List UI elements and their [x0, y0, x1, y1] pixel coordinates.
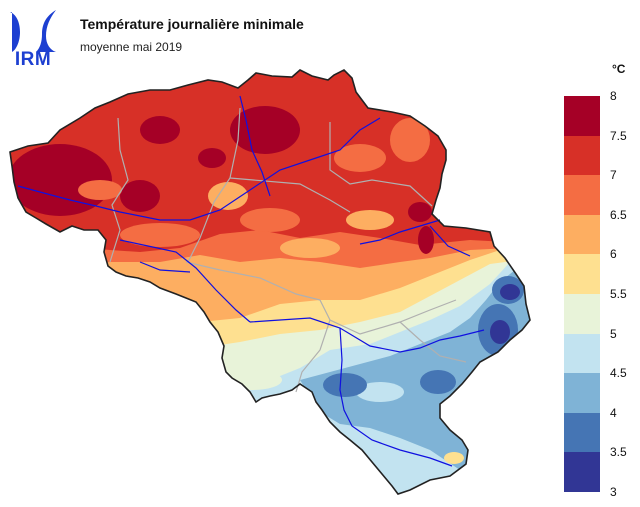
legend-swatch	[564, 412, 600, 453]
color-scale-bar	[564, 96, 600, 493]
legend-label: 5.5	[610, 287, 627, 301]
legend-swatch	[564, 452, 600, 493]
map-subtitle: moyenne mai 2019	[80, 40, 183, 54]
map-title: Température journalière minimale	[80, 16, 304, 32]
legend-swatch	[564, 175, 600, 216]
legend-label: 6.5	[610, 207, 627, 222]
legend-swatch	[564, 294, 600, 335]
legend-label: 6	[610, 247, 617, 262]
legend-swatch	[564, 135, 600, 176]
legend-label: 7	[610, 168, 617, 183]
legend-swatch	[564, 373, 600, 414]
legend-label: 4	[610, 405, 617, 420]
logo-text: IRM	[14, 49, 52, 70]
temperature-map	[9, 69, 531, 495]
legend-swatch	[564, 96, 600, 137]
legend-label: 3.5	[610, 445, 627, 460]
legend-label: 8	[610, 89, 617, 103]
legend-label: 4.5	[610, 366, 627, 381]
legend-swatch	[564, 333, 600, 374]
legend-label: 3	[610, 485, 617, 499]
legend-unit: °C	[612, 62, 626, 76]
legend-label: 7.5	[610, 128, 627, 143]
irm-logo	[10, 10, 56, 52]
legend-swatch	[564, 254, 600, 295]
legend-swatch	[564, 214, 600, 255]
legend-label: 5	[610, 326, 617, 341]
